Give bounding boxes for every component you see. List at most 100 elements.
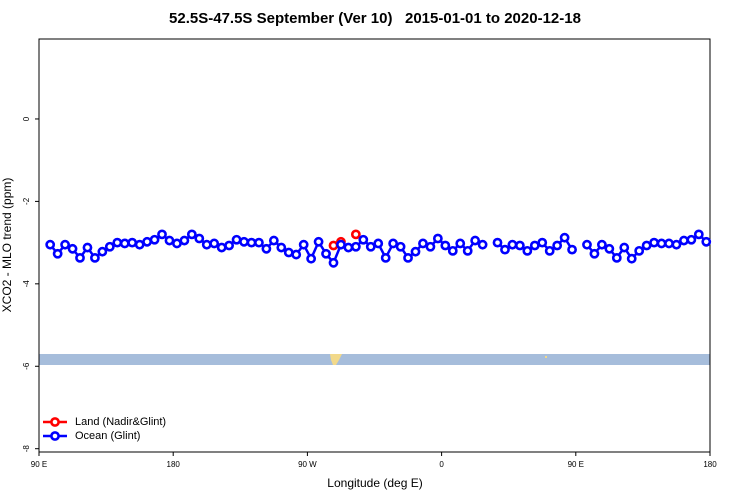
data-point [112,237,123,248]
data-point [589,248,600,259]
y-tick-label: 0 [22,116,31,121]
x-tick-label: 90 E [31,460,47,469]
y-tick-label: -2 [22,197,31,205]
x-tick-label: 90 W [298,460,317,469]
series [328,229,361,251]
data-point [693,229,704,240]
data-point [410,246,421,257]
data-point [604,243,615,254]
data-point [194,233,205,244]
data-point [641,240,652,251]
data-point [686,234,697,245]
data-point [582,239,592,250]
data-point [388,238,399,249]
y-axis-label: XCO2 - MLO trend (ppm) [0,178,14,313]
data-point [432,233,443,244]
data-point [172,238,182,249]
data-point [500,244,510,255]
data-point [395,241,406,252]
data-point [104,241,115,252]
data-point [298,239,309,250]
data-point [60,239,70,250]
x-tick-label: 0 [439,460,444,469]
data-point [425,241,436,252]
x-tick-label: 180 [167,460,181,469]
data-point [231,234,242,245]
data-point [596,239,607,250]
data-point [470,235,481,246]
data-point [90,252,100,263]
data-point [254,237,264,248]
data-point [380,252,391,263]
data-point [336,239,346,250]
data-point [179,235,190,246]
data-point [306,253,317,264]
data-point [164,235,175,246]
data-point [343,242,354,253]
data-point [537,237,548,248]
data-point [492,237,503,248]
data-point [157,229,167,240]
data-point [455,238,466,249]
ocean-strip [39,354,710,365]
series [45,229,712,268]
data-point [701,236,712,247]
data-point [186,229,197,240]
data-point [403,252,413,263]
data-point [246,237,257,248]
data-point [313,236,324,247]
data-point [276,242,287,253]
data-point [268,235,279,246]
data-point [134,239,145,250]
data-point [350,241,361,252]
data-point [142,236,153,247]
data-point [462,245,473,256]
plot-frame [38,38,711,453]
legend-label: Ocean (Glint) [75,430,140,442]
data-point [358,234,369,245]
data-point [283,247,294,258]
x-tick-label: 180 [703,460,717,469]
data-point [418,238,428,249]
data-point [514,240,525,251]
y-tick-label: -8 [22,445,31,453]
data-point [216,242,227,253]
data-point [626,253,637,264]
data-point [373,238,384,249]
data-point [82,242,93,253]
land-strip [545,356,547,358]
legend-marker [50,417,60,427]
data-point [567,244,577,255]
data-point [119,238,130,249]
data-point [75,252,85,263]
data-point [97,246,108,257]
data-point [559,232,570,243]
data-point [447,245,458,256]
data-point [679,235,689,246]
data-point [671,239,682,250]
land-strip [330,354,342,365]
data-point [224,240,235,251]
map-strip [39,354,710,365]
data-point [291,249,302,260]
data-point [544,245,555,256]
data-point [261,243,272,254]
chart-title: 52.5S-47.5S September (Ver 10) 2015-01-0… [169,10,581,27]
data-point [328,240,339,251]
data-point [52,248,63,259]
y-tick-label: -4 [22,280,31,288]
data-point [440,240,451,251]
x-axis-label: Longitude (deg E) [327,476,422,490]
x-tick-label: 90 E [568,460,584,469]
data-point [611,252,622,263]
data-point [239,236,249,247]
data-point [619,242,630,253]
data-point [552,240,563,251]
data-point [507,239,518,250]
data-point [522,245,533,256]
data-point [321,248,331,259]
data-point [45,239,56,250]
data-point [149,234,160,245]
data-point [664,238,674,249]
y-tick-label: -6 [22,362,31,370]
